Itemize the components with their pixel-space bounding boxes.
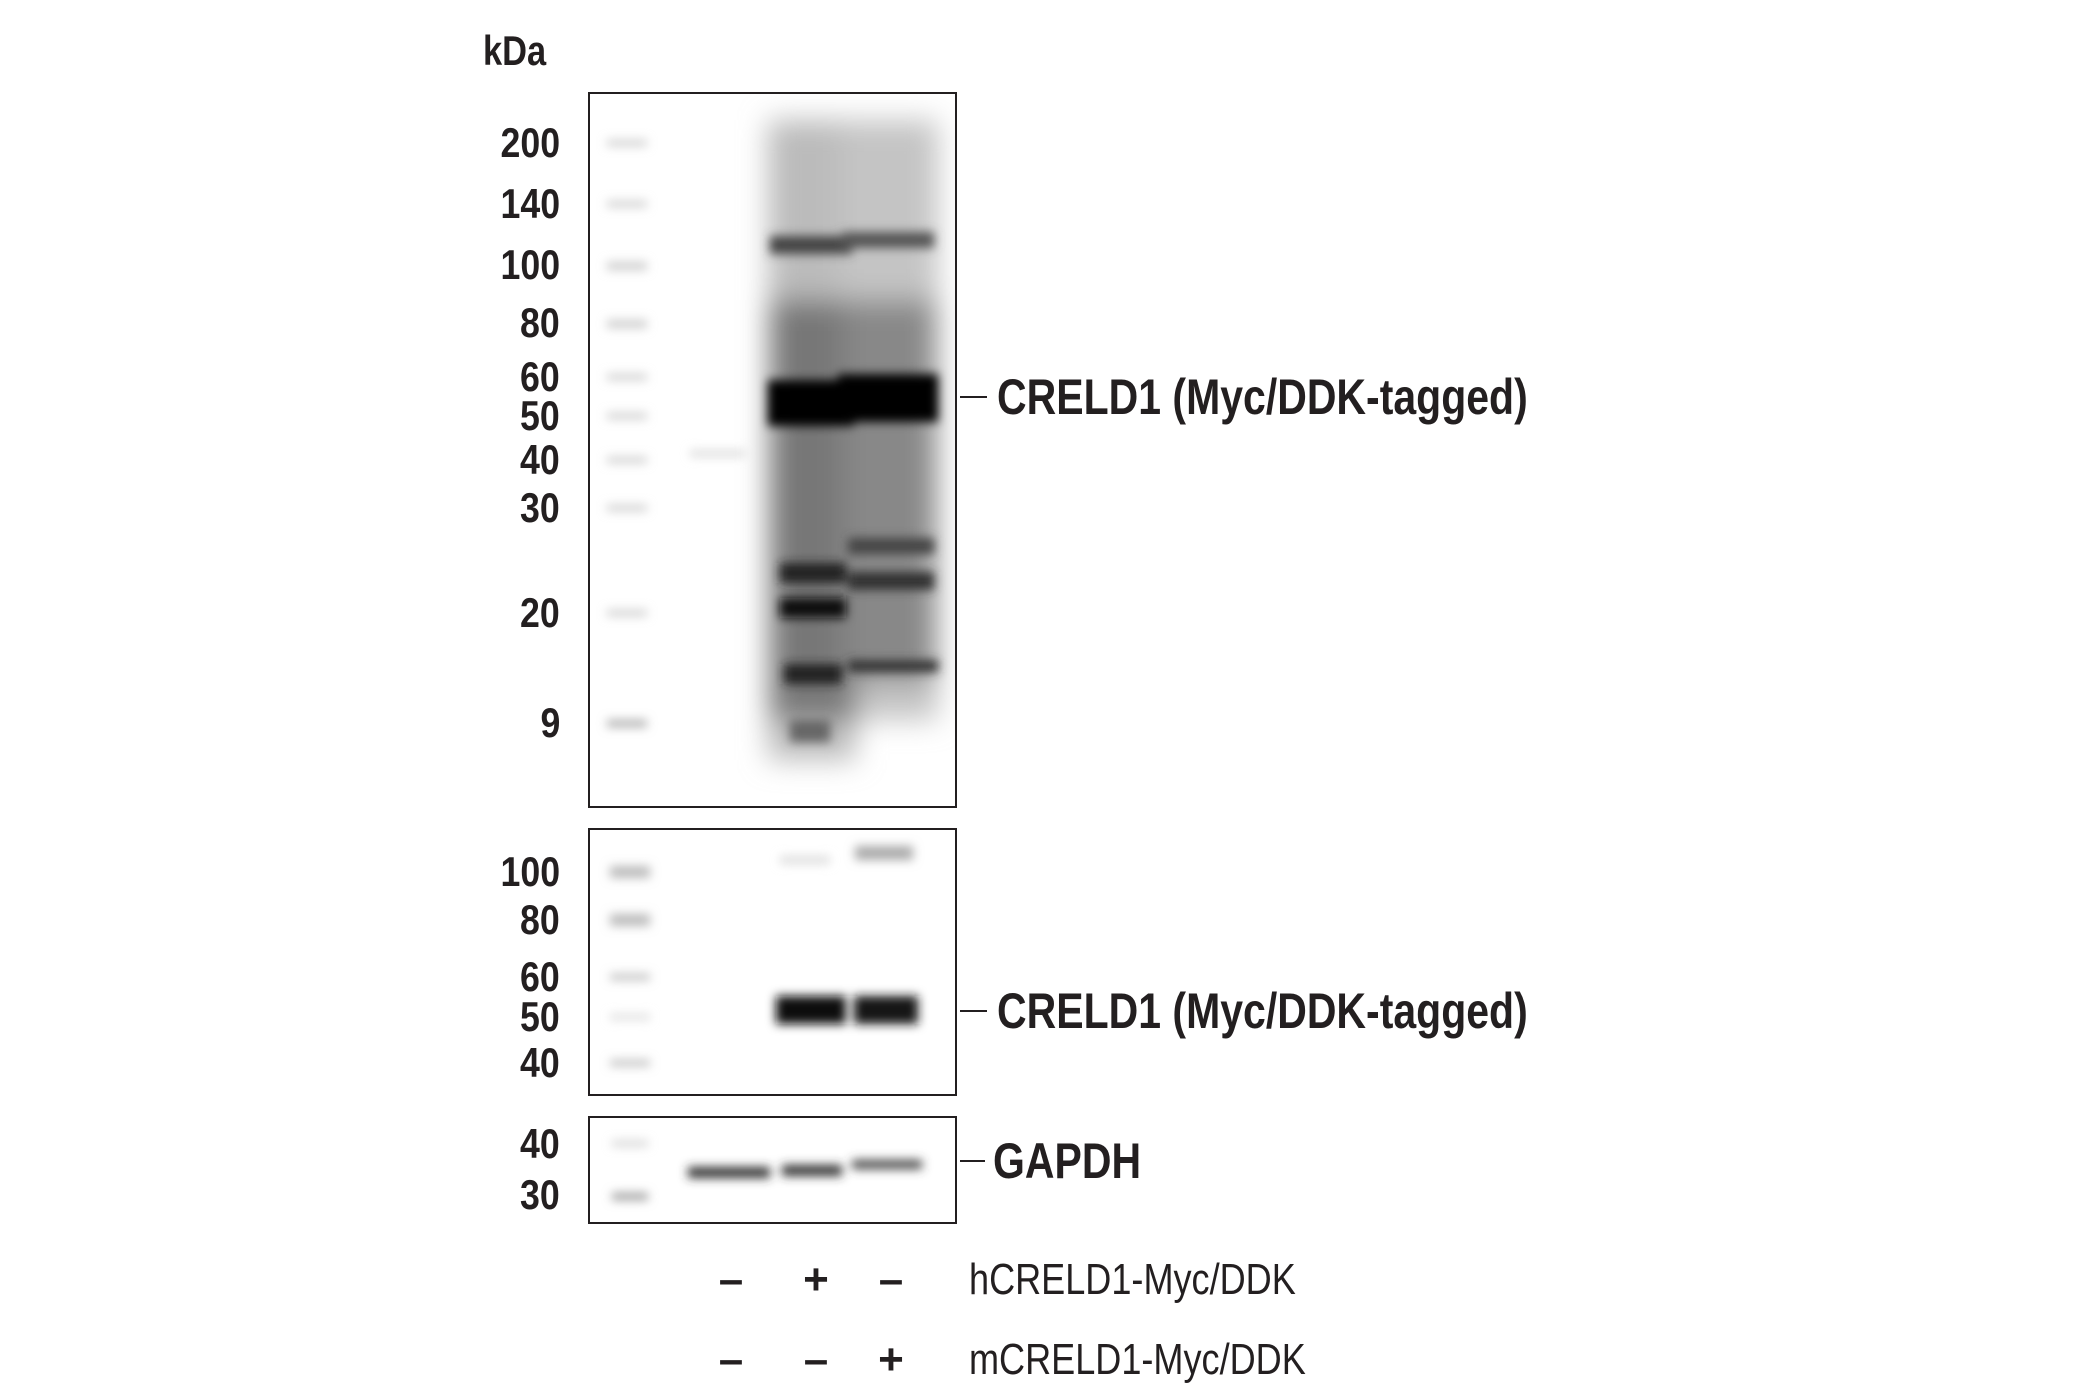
loading-control-label: GAPDH bbox=[993, 1133, 1142, 1189]
target-label: CRELD1 (Myc/DDK-tagged) bbox=[997, 369, 1528, 425]
lane-sign: – bbox=[803, 1335, 829, 1384]
marker-label: 140 bbox=[500, 180, 560, 227]
marker-label: 80 bbox=[520, 299, 560, 346]
panel-1-frame bbox=[588, 92, 957, 808]
lane-sign: + bbox=[803, 1255, 829, 1304]
lane-sign: – bbox=[878, 1255, 904, 1304]
marker-label: 40 bbox=[520, 1039, 560, 1086]
marker-label: 80 bbox=[520, 896, 560, 943]
marker-label: 50 bbox=[520, 993, 560, 1040]
marker-label: 40 bbox=[520, 436, 560, 483]
panel-2-frame bbox=[588, 828, 957, 1096]
target-label: CRELD1 (Myc/DDK-tagged) bbox=[997, 983, 1528, 1039]
condition-label: mCRELD1-Myc/DDK bbox=[969, 1335, 1306, 1384]
lane-sign: – bbox=[718, 1255, 744, 1304]
unit-label: kDa bbox=[483, 27, 547, 74]
blot-panel-1 bbox=[607, 120, 938, 760]
blot-panel-3 bbox=[612, 1141, 922, 1200]
marker-label: 200 bbox=[500, 119, 560, 166]
blot-panel-2 bbox=[610, 846, 918, 1066]
marker-label: 30 bbox=[520, 484, 560, 531]
panel-3-frame bbox=[588, 1116, 957, 1224]
marker-label: 20 bbox=[520, 589, 560, 636]
marker-label: 60 bbox=[520, 953, 560, 1000]
lane-sign: + bbox=[878, 1335, 904, 1384]
marker-label: 9 bbox=[540, 699, 560, 746]
marker-label: 100 bbox=[500, 241, 560, 288]
marker-label: 50 bbox=[520, 392, 560, 439]
condition-label: hCRELD1-Myc/DDK bbox=[969, 1255, 1296, 1304]
marker-label: 40 bbox=[520, 1120, 560, 1167]
marker-label: 100 bbox=[500, 848, 560, 895]
marker-label: 60 bbox=[520, 353, 560, 400]
lane-sign: – bbox=[718, 1335, 744, 1384]
marker-label: 30 bbox=[520, 1171, 560, 1218]
